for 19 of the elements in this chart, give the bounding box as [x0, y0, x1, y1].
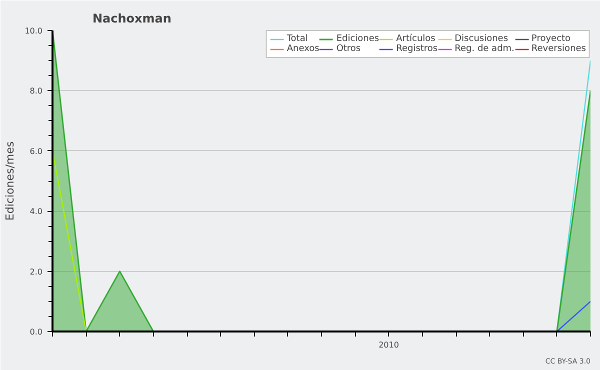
legend-label: Registros — [396, 44, 438, 54]
y-tick-label: 2.0 — [30, 267, 43, 276]
y-axis-title: Ediciones/mes — [4, 141, 17, 221]
y-tick-label: 10.0 — [24, 26, 42, 36]
legend-label: Reversiones — [531, 44, 586, 54]
legend-label: Artículos — [396, 34, 436, 44]
legend-label: Ediciones — [336, 34, 380, 44]
chart-title: Nachoxman — [92, 12, 172, 26]
y-tick-label: 8.0 — [30, 86, 43, 96]
legend-label: Otros — [336, 44, 361, 54]
legend-label: Anexos — [286, 44, 320, 54]
legend-label: Reg. de adm. — [454, 44, 514, 54]
y-tick-label: 4.0 — [30, 207, 43, 216]
legend-label: Total — [286, 34, 308, 44]
legend-label: Proyecto — [531, 34, 571, 44]
y-tick-label: 0.0 — [30, 328, 43, 336]
y-tick-label: 6.0 — [30, 146, 43, 156]
legend-label: Discusiones — [454, 34, 508, 44]
x-tick-label: 2010 — [378, 340, 399, 350]
